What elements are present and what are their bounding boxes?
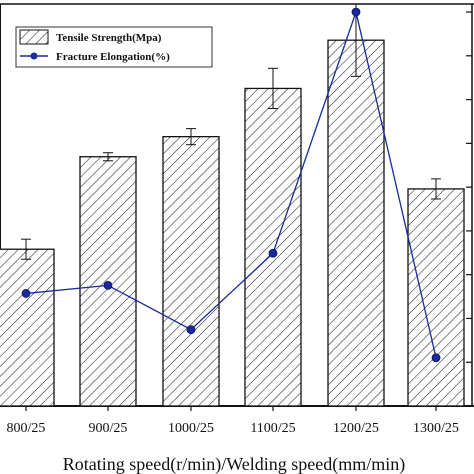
legend-box [15, 26, 213, 68]
line-point-1200-25 [351, 7, 361, 17]
legend-line-marker [30, 52, 38, 60]
error-bar-800-25 [21, 238, 31, 260]
x-tick-label: 1000/25 [168, 421, 214, 436]
bar-1000-25 [162, 136, 220, 407]
x-ticks-group: 800/25 900/25 1000/25 1100/25 1200/25 1300/25 [7, 406, 459, 436]
legend-bar-swatch [19, 29, 49, 45]
error-bar-900-25 [103, 152, 113, 162]
x-axis-title: Rotating speed(r/min)/Welding speed(mm/m… [63, 454, 405, 474]
right-ticks-group [466, 11, 472, 407]
error-bar-1000-25 [186, 128, 196, 146]
error-bars-group [21, 3, 441, 260]
x-tick-label: 1200/25 [333, 421, 379, 436]
legend-bar-label: Tensile Strength(Mpa) [56, 32, 162, 44]
error-bar-1100-25 [268, 67, 278, 110]
legend-line-label: Fracture Elongation(%) [56, 51, 170, 63]
x-tick-label: 1100/25 [250, 421, 295, 436]
x-tick-label: 800/25 [7, 421, 46, 436]
line-point-900-25 [103, 280, 113, 290]
bar-800-25 [0, 248, 55, 407]
line-point-1000-25 [186, 325, 196, 335]
x-tick-label: 900/25 [89, 421, 128, 436]
plot-frame [0, 3, 474, 407]
line-point-1300-25 [431, 353, 441, 363]
bars-group [0, 39, 465, 407]
bar-1100-25 [244, 87, 302, 407]
error-bar-1300-25 [431, 178, 441, 200]
line-series-group [21, 7, 441, 363]
bar-1300-25 [407, 188, 465, 407]
fracture-elongation-line [25, 9, 437, 358]
line-point-800-25 [21, 289, 31, 298]
legend: Tensile Strength(Mpa) Fracture Elongatio… [15, 26, 213, 68]
line-point-1100-25 [268, 248, 278, 258]
x-tick-label: 1300/25 [413, 421, 459, 436]
